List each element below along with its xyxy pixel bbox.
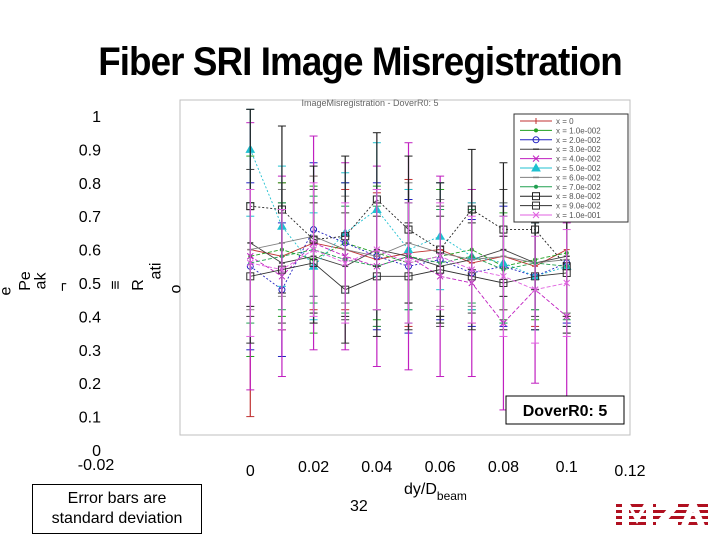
series-layer <box>245 108 572 418</box>
legend-entry: x = 9.0e-002 <box>520 201 601 211</box>
annotation-label: DoverR0: 5 <box>523 403 608 420</box>
data-point <box>467 205 476 214</box>
y-label-fragment-4: ¬ <box>54 282 72 292</box>
legend-label: x = 7.0e-002 <box>556 183 601 192</box>
x-tick-label: -0.02 <box>78 457 115 474</box>
x-tick-label: 0.08 <box>488 459 519 476</box>
legend-label: x = 5.0e-002 <box>556 164 601 173</box>
x-tick-label: 0.04 <box>361 459 392 476</box>
legend-entry: x = 7.0e-002 <box>520 183 601 192</box>
data-point <box>341 259 349 267</box>
series-line <box>250 249 567 291</box>
legend-entry: x = 8.0e-002 <box>520 192 601 201</box>
data-point <box>405 259 412 267</box>
y-label-fragment-7: ati <box>147 262 165 280</box>
legend-entry: x = 2.0e-002 <box>520 136 601 145</box>
page-number: 32 <box>350 498 368 515</box>
y-axis-ticks: 0 0.1 0.2 0.3 0.4 0.5 0.6 0.7 0.8 0.9 1 <box>79 109 101 460</box>
y-tick-label: 0.1 <box>79 410 101 427</box>
data-point <box>533 118 539 124</box>
y-label-fragment-3: ak <box>32 272 50 290</box>
legend-label: x = 3.0e-002 <box>556 145 601 154</box>
y-tick-label: 0.7 <box>79 209 101 226</box>
legend-label: x = 1.0e-001 <box>556 211 601 220</box>
y-tick-label: 0.3 <box>79 343 101 360</box>
x-tick-label: 0.02 <box>298 459 329 476</box>
y-label-fragment-1: e <box>0 287 15 296</box>
data-point <box>436 252 444 260</box>
annotation-box <box>505 395 625 425</box>
legend-label: x = 6.0e-002 <box>556 173 601 182</box>
company-logo-icon <box>616 502 708 528</box>
y-tick-label: 0.2 <box>79 376 101 393</box>
data-point <box>532 155 540 162</box>
legend-label: x = 8.0e-002 <box>556 192 601 201</box>
data-point <box>500 272 507 280</box>
x-tick-label: 0 <box>246 463 255 480</box>
x-axis-ticks: -0.02 0 0.02 0.04 0.06 0.08 0.1 0.12 <box>78 457 646 480</box>
legend-label: x = 1.0e-002 <box>556 126 601 135</box>
legend-entry: x = 1.0e-002 <box>520 126 601 135</box>
legend-entry: x = 5.0e-002 <box>520 162 601 173</box>
data-point <box>532 136 540 144</box>
legend-label: x = 4.0e-002 <box>556 155 601 164</box>
data-point <box>532 192 540 201</box>
x-tick-label: 0.12 <box>614 463 645 480</box>
legend-entry: x = 0 <box>520 117 574 126</box>
y-tick-label: 1 <box>92 109 101 126</box>
legend-label: x = 0 <box>556 117 574 126</box>
note-line-2: standard deviation <box>51 510 183 527</box>
legend-entry: x = 6.0e-002 <box>520 173 601 182</box>
series <box>246 182 571 344</box>
data-point <box>532 211 540 219</box>
plot-frame <box>179 99 631 436</box>
x-tick-label: 0.1 <box>556 459 578 476</box>
x-axis-label: dy/Dbeam <box>404 481 467 503</box>
data-point <box>534 128 538 133</box>
series-line <box>250 198 568 267</box>
data-point <box>246 259 254 267</box>
y-label-fragment-8: o <box>167 284 185 294</box>
legend-entry: x = 1.0e-001 <box>520 211 601 220</box>
data-point <box>531 286 539 294</box>
data-point <box>278 266 286 273</box>
data-point <box>563 279 571 287</box>
legend-entry: x = 3.0e-002 <box>520 145 601 154</box>
slide-title: Fiber SRI Image Misregistration <box>98 40 623 84</box>
x-axis-label-sub: beam <box>437 489 467 503</box>
series-line <box>250 242 568 324</box>
note-line-1: Error bars are <box>67 490 167 507</box>
data-point <box>534 184 538 189</box>
y-tick-label: 0.6 <box>79 243 101 260</box>
chart-inner-title: ImageMisregistration - DoverR0: 5 <box>301 98 438 108</box>
data-point <box>468 266 476 273</box>
x-tick-label: 0.06 <box>425 459 456 476</box>
error-bar-note: Error bars are standard deviation <box>32 484 202 534</box>
data-point <box>532 201 540 210</box>
x-axis-label-main: dy/D <box>404 481 437 498</box>
series-line <box>249 149 567 277</box>
legend-label: x = 2.0e-002 <box>556 136 601 145</box>
data-point <box>310 246 317 253</box>
y-tick-label: 0.8 <box>79 176 101 193</box>
data-point <box>531 162 541 172</box>
legend-entry: x = 4.0e-002 <box>520 155 601 164</box>
legend-label: x = 9.0e-002 <box>556 202 601 211</box>
data-point <box>373 246 381 253</box>
y-tick-label: 0.4 <box>79 309 101 326</box>
y-tick-label: 0.5 <box>79 276 101 293</box>
y-tick-label: 0 <box>92 443 101 460</box>
y-label-fragment-5: ≡ <box>107 280 125 290</box>
y-label-fragment-6: R <box>129 279 147 291</box>
y-tick-label: 0.9 <box>79 142 101 159</box>
